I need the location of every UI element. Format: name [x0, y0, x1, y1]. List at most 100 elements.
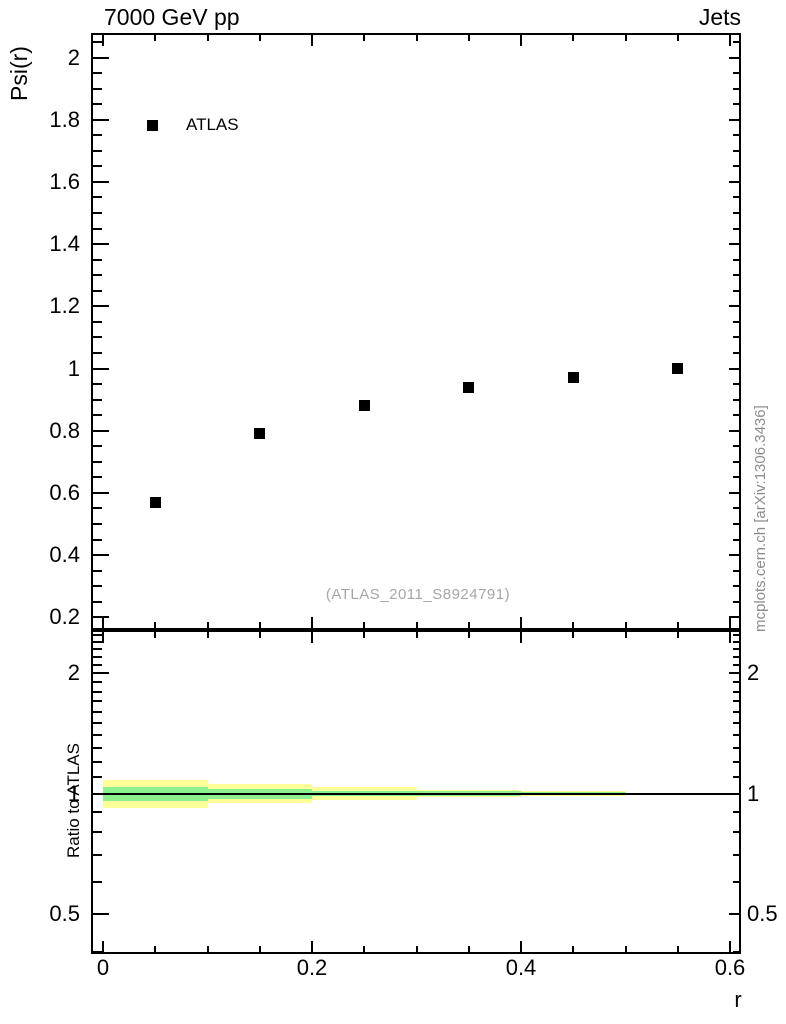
x-axis-major-tick — [102, 35, 104, 46]
x-axis-minor-tick — [467, 622, 470, 628]
data-point-marker — [567, 372, 579, 384]
main-y-minor-tick — [93, 165, 102, 168]
x-axis-minor-tick — [154, 622, 157, 628]
ratio-y-minor-tick — [733, 655, 739, 658]
ratio-y-minor-tick — [93, 775, 102, 778]
main-y-minor-tick — [93, 134, 102, 137]
ratio-y-minor-tick — [733, 734, 739, 737]
x-axis-minor-tick — [363, 632, 366, 638]
x-axis-minor-tick — [206, 632, 209, 638]
ratio-y-minor-tick — [733, 810, 739, 813]
main-y-minor-tick — [733, 569, 739, 572]
main-y-minor-tick — [733, 289, 739, 292]
main-y-minor-tick — [93, 274, 102, 277]
analysis-watermark: (ATLAS_2011_S8924791) — [325, 586, 511, 603]
main-y-tick-label: 0.8 — [49, 417, 80, 443]
x-axis-minor-tick — [154, 946, 157, 952]
main-y-minor-tick — [733, 196, 739, 199]
main-panel-frame — [91, 33, 741, 630]
x-axis-minor-tick — [415, 632, 418, 638]
ratio-y-minor-tick — [733, 681, 739, 684]
legend: ATLAS — [140, 110, 300, 140]
x-axis-major-tick — [729, 941, 731, 952]
ratio-y-minor-tick — [93, 700, 102, 703]
x-axis-minor-tick — [258, 622, 261, 628]
main-y-tick-label: 0.6 — [49, 479, 80, 505]
x-tick-label: 0.4 — [505, 955, 537, 980]
ratio-y-minor-tick — [733, 663, 739, 666]
x-axis-minor-tick — [467, 35, 470, 41]
ratio-y-tick-label-right: 0.5 — [747, 900, 778, 926]
x-axis-minor-tick — [676, 632, 679, 638]
x-axis-major-tick — [311, 941, 313, 952]
main-y-minor-tick — [93, 72, 102, 75]
x-axis-minor-tick — [363, 946, 366, 952]
x-axis-minor-tick — [206, 35, 209, 41]
ratio-y-minor-tick — [93, 734, 102, 737]
ratio-y-major-tick — [729, 672, 739, 675]
main-y-tick-label: 0.2 — [49, 604, 80, 630]
ratio-y-minor-tick — [93, 681, 102, 684]
ratio-y-tick-label-left: 0.5 — [49, 900, 80, 926]
x-axis-minor-tick — [154, 35, 157, 41]
main-y-minor-tick — [93, 320, 102, 323]
main-y-major-tick — [93, 56, 109, 59]
ratio-y-minor-tick — [93, 655, 102, 658]
main-y-major-tick — [729, 554, 739, 557]
ratio-panel-frame — [91, 630, 741, 954]
ratio-y-major-tick — [729, 792, 739, 795]
x-axis-minor-tick — [572, 632, 575, 638]
main-y-minor-tick — [93, 476, 102, 479]
ratio-y-minor-tick — [93, 831, 102, 834]
x-axis-minor-tick — [624, 632, 627, 638]
legend-marker-square-icon — [147, 120, 158, 131]
x-axis-minor-tick — [258, 632, 261, 638]
ratio-y-minor-tick — [733, 760, 739, 763]
ratio-y-major-tick — [93, 672, 109, 675]
ratio-y-minor-tick — [733, 690, 739, 693]
x-axis-major-tick — [520, 35, 522, 46]
main-y-minor-tick — [93, 538, 102, 541]
x-axis-minor-tick — [363, 622, 366, 628]
ratio-y-minor-tick — [93, 746, 102, 749]
main-y-tick-label: 1.2 — [49, 293, 80, 319]
main-y-major-tick — [93, 118, 109, 121]
x-axis-minor-tick — [363, 35, 366, 41]
main-y-major-tick — [93, 305, 109, 308]
x-axis-major-tick — [102, 941, 104, 952]
x-axis-minor-tick — [258, 35, 261, 41]
x-axis-minor-tick — [624, 35, 627, 41]
x-axis-minor-tick — [676, 622, 679, 628]
main-y-minor-tick — [733, 414, 739, 417]
main-y-minor-tick — [733, 258, 739, 261]
ratio-y-minor-tick — [93, 854, 102, 857]
ratio-y-minor-tick — [733, 633, 739, 636]
main-y-minor-tick — [733, 274, 739, 277]
data-point-marker — [672, 363, 684, 374]
x-axis-title: r — [734, 987, 742, 1012]
x-axis-minor-tick — [206, 622, 209, 628]
main-y-minor-tick — [733, 227, 739, 230]
main-y-tick-label: 0.4 — [49, 542, 80, 568]
ratio-y-minor-tick — [733, 746, 739, 749]
ratio-y-minor-tick — [733, 831, 739, 834]
title-observable: Jets — [698, 4, 741, 30]
ratio-y-axis-title: Ratio to ATLAS — [64, 743, 83, 859]
main-y-major-tick — [729, 616, 739, 619]
main-y-minor-tick — [93, 289, 102, 292]
main-y-minor-tick — [733, 383, 739, 386]
legend-entry-label: ATLAS — [186, 115, 239, 134]
main-y-minor-tick — [93, 585, 102, 588]
main-y-minor-tick — [93, 212, 102, 214]
title-beam: 7000 GeV pp — [104, 4, 240, 30]
x-axis-major-tick — [729, 632, 731, 643]
x-axis-major-tick — [520, 632, 522, 643]
main-y-minor-tick — [93, 600, 102, 603]
main-y-minor-tick — [733, 134, 739, 137]
main-y-minor-tick — [93, 227, 102, 230]
ratio-y-minor-tick — [93, 633, 102, 636]
ratio-y-minor-tick — [733, 640, 739, 643]
ratio-y-minor-tick — [733, 775, 739, 778]
ratio-y-minor-tick — [733, 722, 739, 725]
